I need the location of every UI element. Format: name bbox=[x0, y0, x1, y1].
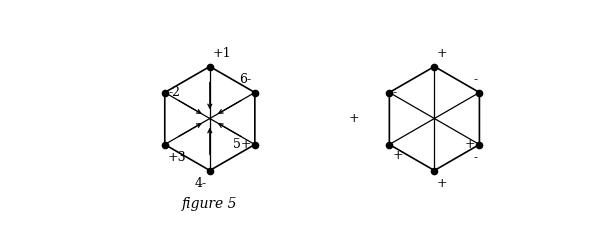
Text: -: - bbox=[473, 151, 478, 164]
Text: +: + bbox=[465, 138, 475, 151]
Text: +3: +3 bbox=[168, 151, 187, 164]
Text: 5+: 5+ bbox=[233, 138, 251, 151]
Text: -: - bbox=[393, 86, 397, 99]
Text: +: + bbox=[437, 177, 447, 190]
Text: -: - bbox=[473, 73, 478, 86]
Text: 4-: 4- bbox=[194, 177, 207, 190]
Text: +: + bbox=[393, 149, 404, 162]
Text: +1: +1 bbox=[213, 47, 232, 60]
Text: figure 5: figure 5 bbox=[182, 197, 238, 211]
Text: +: + bbox=[349, 112, 359, 125]
Text: 6-: 6- bbox=[239, 73, 252, 86]
Text: -2: -2 bbox=[168, 86, 180, 99]
Text: +: + bbox=[437, 47, 447, 60]
